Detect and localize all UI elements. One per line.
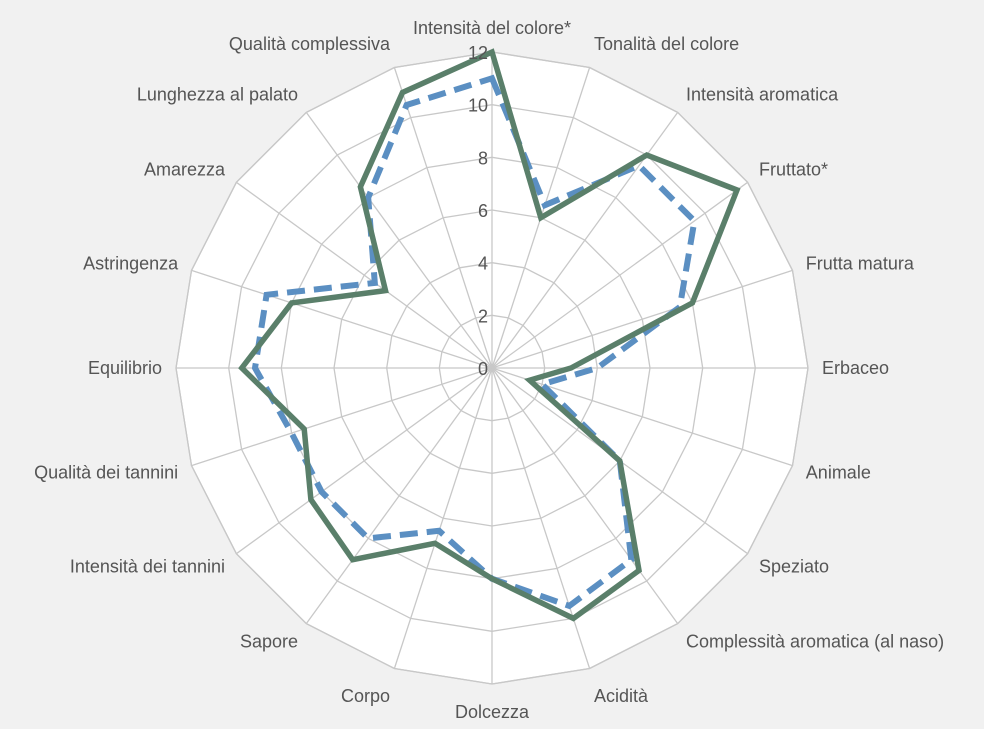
category-label: Acidità: [594, 686, 649, 706]
category-label: Tonalità del colore: [594, 34, 739, 54]
tick-label: 4: [478, 254, 488, 274]
category-label: Qualità complessiva: [229, 34, 391, 54]
category-label: Sapore: [240, 631, 298, 651]
category-label: Corpo: [341, 686, 390, 706]
category-label: Speziato: [759, 557, 829, 577]
spoke-17: [236, 181, 493, 369]
spoke-3: [491, 181, 748, 369]
spoke-8: [491, 367, 679, 624]
tick-label: 6: [478, 201, 488, 221]
category-label: Animale: [806, 462, 871, 482]
category-label: Intensità aromatica: [686, 85, 839, 105]
tick-label: 8: [478, 148, 488, 168]
spoke-4: [491, 269, 793, 369]
tick-label: 0: [478, 359, 488, 379]
category-label: Erbaceo: [822, 358, 889, 378]
spoke-13: [236, 367, 493, 555]
category-label: Astringenza: [83, 254, 179, 274]
tick-label: 12: [468, 43, 488, 63]
category-label: Amarezza: [144, 159, 226, 179]
category-labels: Intensità del colore* Tonalità del colore…: [34, 18, 944, 722]
spoke-18: [305, 112, 493, 369]
category-label: Frutta matura: [806, 254, 915, 274]
grid-spokes: [176, 52, 808, 684]
category-label: Lunghezza al palato: [137, 85, 298, 105]
category-label: Intensità dei tannini: [70, 557, 225, 577]
spoke-19: [393, 67, 493, 369]
category-label: Complessità aromatica (al naso): [686, 631, 944, 651]
spoke-14: [191, 367, 493, 467]
category-label: Intensità del colore*: [413, 18, 571, 38]
series-layer: [238, 48, 741, 622]
category-label: Qualità dei tannini: [34, 462, 178, 482]
spoke-11: [393, 367, 493, 669]
tick-label: 2: [478, 306, 488, 326]
radial-tick-labels: 0 2 4 6 8 10 12: [468, 43, 488, 379]
tick-label: 10: [468, 96, 488, 116]
spoke-16: [191, 269, 493, 369]
category-label: Equilibrio: [88, 358, 162, 378]
category-label: Fruttato*: [759, 159, 828, 179]
spoke-12: [305, 367, 493, 624]
category-label: Dolcezza: [455, 702, 530, 722]
